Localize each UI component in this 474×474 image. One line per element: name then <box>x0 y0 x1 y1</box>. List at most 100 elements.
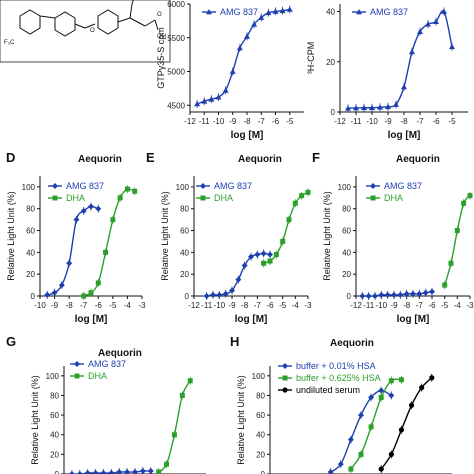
data-point <box>73 216 80 223</box>
x-tick-label: -10 <box>366 117 378 126</box>
y-tick-label: 0 <box>31 292 36 301</box>
data-point <box>44 291 51 298</box>
x-tick-label: -12 <box>350 301 362 310</box>
series-3 <box>378 373 435 474</box>
series-2 <box>348 375 404 474</box>
x-tick-label: -7 <box>258 117 266 126</box>
legend-marker <box>356 9 362 15</box>
data-point <box>95 280 101 286</box>
data-point <box>132 188 138 194</box>
data-point <box>235 276 242 283</box>
data-point <box>229 287 235 294</box>
x-tick-label: -4 <box>292 301 300 310</box>
chart-panel-7: 0 20 40 60 80 100 Relative Light Unit (%) Aequo… <box>230 334 452 474</box>
data-point <box>372 293 378 299</box>
x-tick-label: -12 <box>184 117 196 126</box>
series-line <box>330 389 392 473</box>
y-axis-label: Relative Light Unit (%) <box>6 191 16 281</box>
data-point <box>361 104 367 111</box>
x-tick-label: -8 <box>403 301 411 310</box>
data-point <box>280 238 286 244</box>
data-point <box>187 378 193 384</box>
legend-label: AMG 837 <box>220 7 258 17</box>
y-tick-label: 40 <box>50 431 59 440</box>
data-point <box>260 250 267 257</box>
data-point <box>388 378 394 384</box>
x-tick-label: -7 <box>416 301 424 310</box>
data-point <box>215 94 222 100</box>
data-point <box>388 392 395 399</box>
legend-marker <box>370 195 376 201</box>
y-tick-label: 60 <box>256 411 265 420</box>
legend: AMG 837 DHA <box>366 181 422 203</box>
y-tick-label: 40 <box>256 431 265 440</box>
legend-marker <box>52 183 58 189</box>
data-point <box>369 104 375 111</box>
data-point <box>286 217 292 223</box>
data-point <box>156 469 162 474</box>
legend-label: DHA <box>66 193 85 203</box>
x-tick-label: -6 <box>95 301 103 310</box>
data-point <box>461 200 467 206</box>
series-line <box>206 252 271 297</box>
data-point <box>248 253 254 260</box>
data-point <box>416 290 423 297</box>
data-point <box>385 103 391 110</box>
data-point <box>398 377 404 383</box>
y-tick-label: 40 <box>180 248 189 257</box>
x-tick-label: -5 <box>109 301 117 310</box>
x-tick-label: -8 <box>66 301 74 310</box>
data-point <box>203 293 210 299</box>
data-point <box>378 466 384 472</box>
legend: AMG 837 <box>202 7 258 17</box>
data-point <box>95 205 102 212</box>
data-point <box>467 193 473 199</box>
x-axis-label: log [M] <box>75 314 108 325</box>
data-point <box>201 98 208 104</box>
data-point <box>51 289 58 296</box>
panel-letter: E <box>146 150 155 165</box>
data-point <box>68 471 75 474</box>
x-tick-label: -7 <box>254 301 262 310</box>
y-tick-label: 100 <box>22 183 36 192</box>
data-point <box>327 469 334 474</box>
data-point <box>251 21 258 27</box>
data-point <box>117 195 123 201</box>
data-point <box>179 392 185 398</box>
data-point <box>397 291 404 298</box>
x-tick-label: -10 <box>376 301 388 310</box>
data-point <box>208 96 215 102</box>
y-tick-label: 100 <box>252 372 266 381</box>
x-tick-label: -6 <box>432 117 440 126</box>
series-2 <box>261 188 311 268</box>
chart-panel-6: 0 20 40 60 80 100 Relative Light Unit (%) Aequo… <box>6 334 206 474</box>
y-tick-label: 60 <box>50 411 59 420</box>
x-tick-label: -9 <box>390 301 398 310</box>
x-tick-label: -6 <box>272 117 280 126</box>
x-axis-label: log [M] <box>388 130 421 141</box>
x-tick-label: -11 <box>201 301 213 310</box>
x-tick-label: -6 <box>428 301 436 310</box>
legend-label: AMG 837 <box>88 359 126 369</box>
data-point <box>359 293 366 299</box>
chart-panel-2: 0 20 40 -12 -11 -10 -9 -8 -7 -6 -5 log [M] ³H-CPM AMG… <box>306 4 468 141</box>
panel-letter: F <box>312 150 320 165</box>
data-point <box>378 291 385 298</box>
legend-marker <box>282 375 288 381</box>
data-point <box>448 260 454 266</box>
legend-marker <box>282 387 288 393</box>
panel-title: Aequorin <box>330 338 374 349</box>
data-point <box>88 290 94 296</box>
y-axis-label: Relative Light Unit (%) <box>30 375 40 465</box>
y-tick-label: 40 <box>326 8 335 17</box>
y-tick-label: 100 <box>338 183 352 192</box>
x-tick-label: -6 <box>266 301 274 310</box>
series-1 <box>359 287 435 300</box>
data-point <box>80 207 87 214</box>
x-tick-label: -5 <box>441 301 449 310</box>
series-line <box>196 8 290 105</box>
data-point <box>222 87 229 93</box>
y-tick-label: 60 <box>180 227 189 236</box>
panel-title: Aequorin <box>98 348 142 359</box>
